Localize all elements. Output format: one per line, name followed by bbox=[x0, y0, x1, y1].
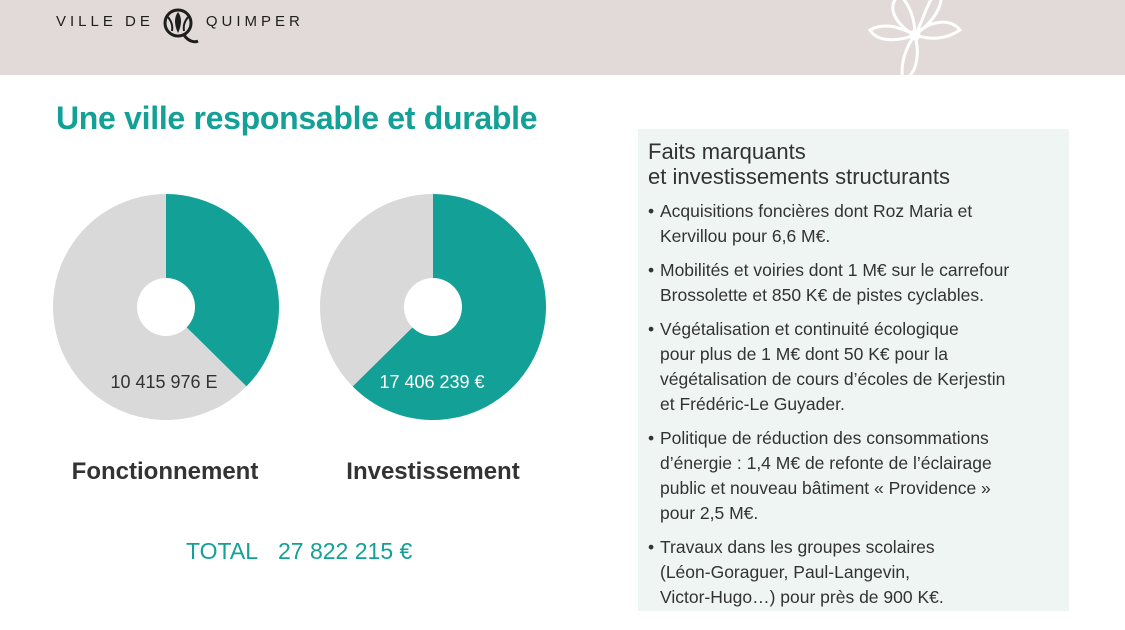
panel-title: Faits marquants et investissements struc… bbox=[648, 139, 1059, 189]
flower-decoration-icon bbox=[867, 0, 963, 75]
highlight-item-line: (Léon-Goraguer, Paul-Langevin, bbox=[660, 562, 911, 582]
logo-text-right: QUIMPER bbox=[205, 12, 304, 30]
highlight-item-line: d’énergie : 1,4 M€ de refonte de l’éclai… bbox=[660, 453, 992, 473]
quimper-emblem-icon bbox=[163, 8, 199, 44]
highlight-item-line: Brossolette et 850 K€ de pistes cyclable… bbox=[660, 285, 984, 305]
highlights-panel: Faits marquants et investissements struc… bbox=[638, 129, 1069, 611]
highlight-item-line: pour 2,5 M€. bbox=[660, 503, 759, 523]
highlight-item-line: pour plus de 1 M€ dont 50 K€ pour la bbox=[660, 344, 948, 364]
city-logo[interactable]: VILLE DE QUIMPER bbox=[56, 6, 304, 44]
page-title: Une ville responsable et durable bbox=[56, 100, 538, 136]
highlight-item: Politique de réduction des consommations… bbox=[648, 426, 1059, 526]
budget-pie-charts: 10 415 976 E 17 406 239 € bbox=[52, 194, 546, 420]
panel-title-line-1: Faits marquants bbox=[648, 139, 806, 164]
header-bar: VILLE DE QUIMPER bbox=[0, 0, 1125, 75]
total-line: TOTAL 27 822 215 € bbox=[186, 538, 412, 565]
highlight-item: Mobilités et voiries dont 1 M€ sur le ca… bbox=[648, 258, 1059, 308]
pie-center-hole bbox=[404, 278, 462, 336]
panel-title-line-2: et investissements structurants bbox=[648, 164, 951, 189]
highlight-item-line: Végétalisation et continuité écologique bbox=[660, 319, 959, 339]
pie-value-label: 17 406 239 € bbox=[379, 372, 484, 392]
highlight-item-line: Mobilités et voiries dont 1 M€ sur le ca… bbox=[660, 260, 1010, 280]
logo-text-left: VILLE DE bbox=[56, 12, 154, 30]
highlight-item-line: Victor-Hugo…) pour près de 900 K€. bbox=[660, 587, 944, 607]
highlight-item: Végétalisation et continuité écologique p… bbox=[648, 317, 1059, 417]
total-label: TOTAL bbox=[186, 538, 258, 564]
highlight-item-line: Acquisitions foncières dont Roz Maria et bbox=[660, 201, 973, 221]
pie-slice bbox=[166, 194, 279, 387]
highlight-item-line: et Frédéric-Le Guyader. bbox=[660, 394, 845, 414]
highlight-item-line: végétalisation de cours d’écoles de Kerj… bbox=[660, 369, 1006, 389]
highlight-item-line: public et nouveau bâtiment « Providence … bbox=[660, 478, 991, 498]
total-value: 27 822 215 € bbox=[278, 538, 413, 564]
highlight-item-line: Politique de réduction des consommations bbox=[660, 428, 989, 448]
highlight-item: Travaux dans les groupes scolaires (Léon-… bbox=[648, 535, 1059, 610]
pie-label-fonctionnement: Fonctionnement bbox=[71, 458, 259, 485]
pie-label-investissement: Investissement bbox=[346, 458, 520, 485]
highlight-item-line: Kervillou pour 6,6 M€. bbox=[660, 226, 831, 246]
highlights-list: Acquisitions foncières dont Roz Maria et… bbox=[648, 199, 1059, 610]
pie-slice bbox=[320, 194, 433, 387]
pie-center-hole bbox=[137, 278, 195, 336]
highlight-item: Acquisitions foncières dont Roz Maria et… bbox=[648, 199, 1059, 249]
highlight-item-line: Travaux dans les groupes scolaires bbox=[660, 537, 935, 557]
pie-value-label: 10 415 976 E bbox=[110, 372, 217, 392]
